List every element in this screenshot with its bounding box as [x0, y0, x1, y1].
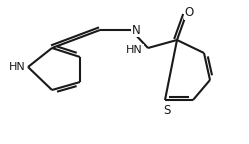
Text: N: N [132, 23, 140, 36]
Text: O: O [184, 6, 194, 19]
Text: HN: HN [126, 45, 143, 55]
Text: HN: HN [9, 62, 26, 72]
Text: S: S [163, 104, 171, 116]
